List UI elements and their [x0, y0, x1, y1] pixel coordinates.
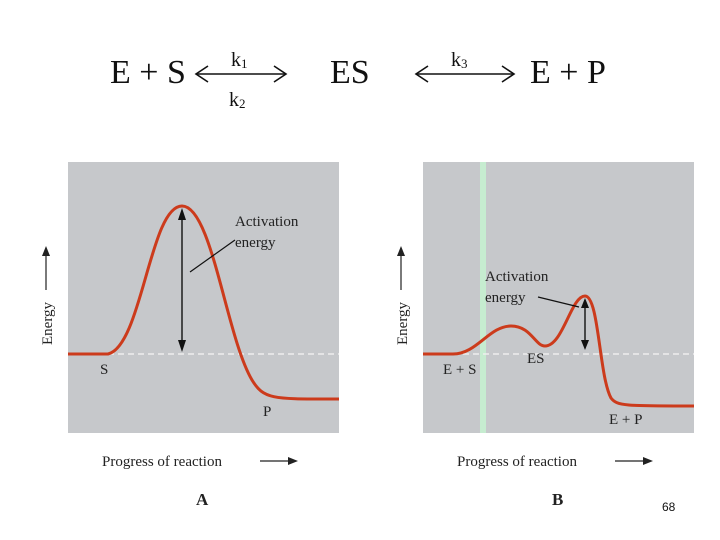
slide-number: 68 — [662, 500, 676, 514]
panel-b-background — [423, 162, 694, 433]
panel-b-annotation-leader — [537, 296, 580, 308]
panel-a-diagram: Activation energy S P Energy Progress of… — [40, 162, 340, 509]
panel-b-x-axis: Progress of reaction — [457, 454, 653, 470]
panel-b-annotation-line1: Activation — [485, 269, 549, 285]
panel-b-activation-arrow — [581, 298, 589, 350]
panel-a-x-axis: Progress of reaction — [102, 454, 298, 470]
products-label: E + P — [530, 54, 606, 91]
rate-constant-k3: k3 — [451, 49, 468, 71]
panel-b-annotation-line2: energy — [485, 290, 526, 306]
panel-a-y-axis-label: Energy — [40, 301, 56, 345]
equilibrium-arrow-1 — [194, 65, 288, 83]
panel-b-end-label: E + P — [609, 412, 642, 428]
panel-b-energy-curve — [423, 294, 695, 408]
rate-constant-k1: k1 — [231, 49, 248, 71]
panel-a-annotation-leader — [189, 239, 236, 273]
panel-b-start-label: E + S — [443, 362, 476, 378]
panel-a-activation-arrow — [178, 208, 186, 352]
panel-a-caption: A — [196, 490, 209, 509]
panel-b-caption: B — [552, 490, 563, 509]
panel-b-diagram: Activation energy E + S ES E + P Energy … — [395, 162, 695, 509]
panel-a-energy-curve — [68, 204, 340, 401]
panel-a-annotation-line1: Activation — [235, 214, 299, 230]
panel-b-y-axis: Energy — [395, 246, 411, 345]
panel-a-end-label: P — [263, 404, 271, 420]
panel-b-x-axis-label: Progress of reaction — [457, 454, 577, 470]
panel-a-annotation-line2: energy — [235, 235, 276, 251]
panel-b-y-axis-label: Energy — [395, 301, 411, 345]
panel-a-background — [68, 162, 339, 433]
panel-a-start-label: S — [100, 362, 108, 378]
reactants-label: E + S — [110, 54, 186, 91]
panel-b-intermediate-label: ES — [527, 351, 545, 367]
panel-a-y-axis: Energy — [40, 246, 56, 345]
enzyme-substrate-complex-label: ES — [330, 54, 370, 91]
equilibrium-arrow-2 — [414, 65, 516, 83]
panel-a-x-axis-label: Progress of reaction — [102, 454, 222, 470]
rate-constant-k2: k2 — [229, 89, 246, 111]
